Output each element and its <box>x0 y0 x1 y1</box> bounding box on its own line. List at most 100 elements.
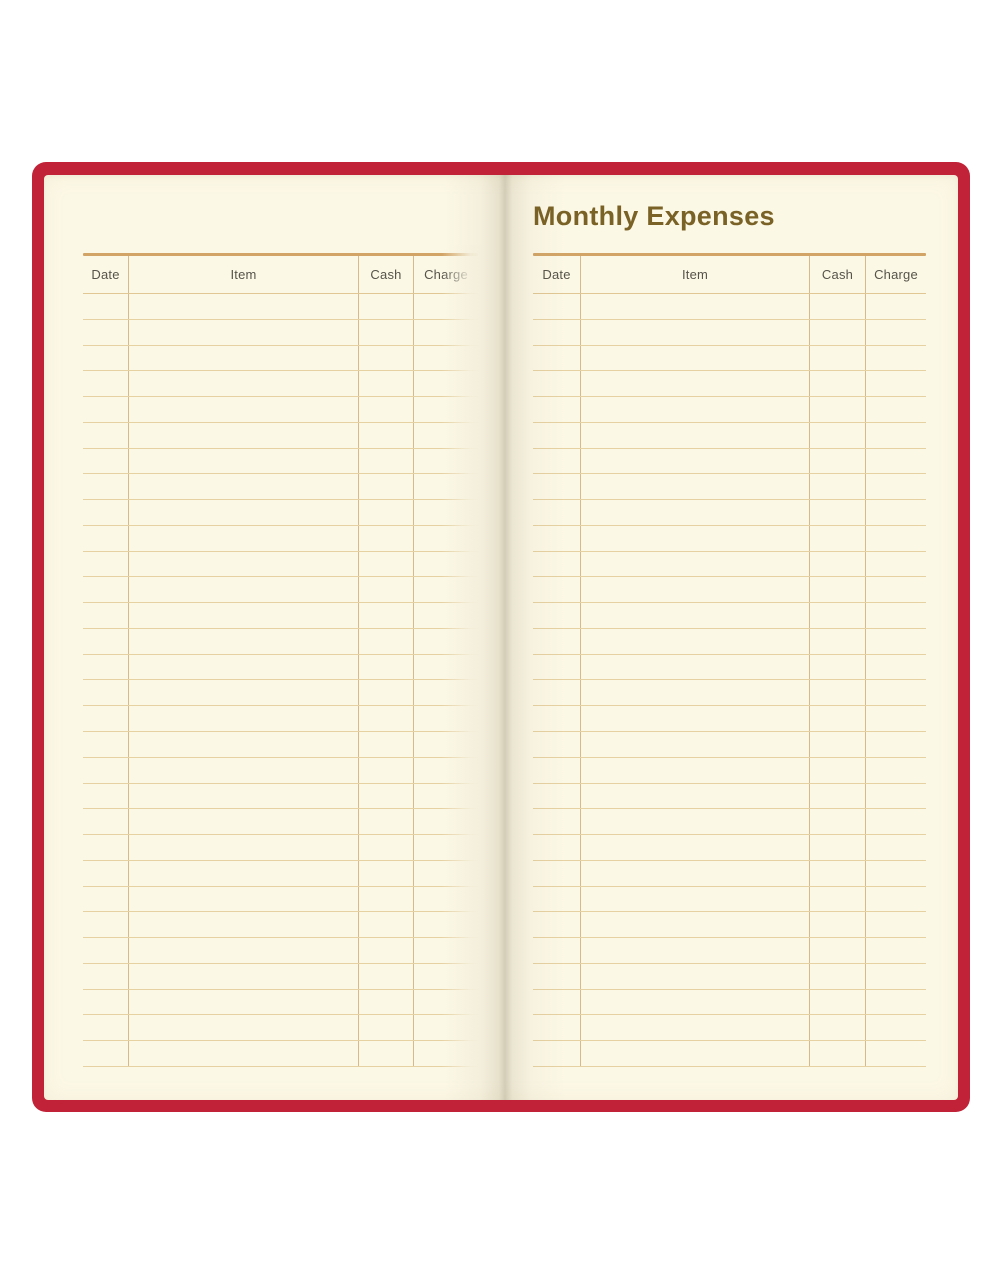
column-header-cash: Cash <box>809 256 865 293</box>
table-cell-charge <box>865 912 926 938</box>
table-row <box>83 757 478 784</box>
table-cell-cash <box>809 448 865 474</box>
table-cell-cash <box>809 835 865 860</box>
table-cell-cash <box>358 706 413 732</box>
table-cell-charge <box>865 809 926 835</box>
table-cell-charge <box>413 989 478 1015</box>
table-cell-cash <box>358 345 413 371</box>
table-cell-item <box>128 397 358 422</box>
table-cell-item <box>128 371 358 397</box>
table-cell-date <box>83 861 128 886</box>
table-cell-cash <box>358 577 413 603</box>
table-cell-item <box>128 1015 358 1041</box>
table-row <box>533 706 926 733</box>
table-cell-charge <box>413 860 478 886</box>
table-cell-item <box>580 628 809 654</box>
table-cell-charge <box>413 1015 478 1041</box>
table-cell-date <box>533 758 580 783</box>
table-cell-charge <box>413 654 478 680</box>
table-cell-cash <box>358 551 413 577</box>
table-cell-item <box>128 294 358 319</box>
table-row <box>533 422 926 449</box>
table-cell-cash <box>809 500 865 525</box>
table-cell-date <box>533 346 580 371</box>
table-cell-cash <box>809 912 865 938</box>
table-cell-item <box>580 319 809 345</box>
table-cell-charge <box>865 706 926 732</box>
table-cell-charge <box>865 1015 926 1041</box>
table-cell-cash <box>809 551 865 577</box>
table-cell-item <box>580 448 809 474</box>
table-cell-item <box>580 1015 809 1041</box>
table-cell-date <box>533 706 580 731</box>
table-cell-item <box>128 989 358 1015</box>
table-header-row: Date Item Cash Charge <box>533 256 926 294</box>
table-cell-cash <box>358 525 413 551</box>
table-cell-cash <box>809 963 865 989</box>
table-row <box>533 963 926 990</box>
table-cell-charge <box>413 1041 478 1066</box>
table-cell-date <box>83 706 128 731</box>
table-cell-cash <box>358 603 413 628</box>
table-row <box>83 551 478 578</box>
table-cell-item <box>580 654 809 680</box>
table-cell-date <box>83 397 128 422</box>
table-row <box>533 835 926 861</box>
table-cell-charge <box>865 474 926 500</box>
table-cell-item <box>128 628 358 654</box>
table-cell-charge <box>865 783 926 809</box>
table-cell-charge <box>865 1041 926 1066</box>
table-cell-item <box>580 860 809 886</box>
table-cell-charge <box>413 448 478 474</box>
table-cell-charge <box>413 371 478 397</box>
page-title: Monthly Expenses <box>533 201 775 231</box>
table-cell-charge <box>413 603 478 628</box>
table-cell-item <box>580 938 809 963</box>
table-row <box>533 603 926 629</box>
table-cell-cash <box>809 732 865 757</box>
table-cell-date <box>533 526 580 551</box>
table-cell-charge <box>413 525 478 551</box>
table-top-rule <box>533 253 926 256</box>
table-cell-date <box>83 371 128 396</box>
table-cell-cash <box>358 783 413 809</box>
table-cell-item <box>580 500 809 525</box>
table-row <box>83 989 478 1016</box>
table-cell-item <box>128 1041 358 1066</box>
table-row <box>83 654 478 681</box>
table-cell-cash <box>809 938 865 963</box>
table-row <box>83 886 478 913</box>
table-row <box>533 500 926 526</box>
table-cell-date <box>533 371 580 396</box>
table-cell-date <box>533 603 580 628</box>
notebook-red-cover: Monthly Expenses Date Item Cash Charge Date… <box>32 162 970 1112</box>
table-cell-item <box>128 835 358 860</box>
table-cell-cash <box>809 603 865 628</box>
table-cell-cash <box>809 783 865 809</box>
table-cell-date <box>533 629 580 654</box>
table-cell-item <box>580 577 809 603</box>
table-cell-charge <box>413 732 478 757</box>
table-cell-date <box>533 655 580 680</box>
table-cell-charge <box>413 963 478 989</box>
table-row <box>533 319 926 346</box>
table-cell-item <box>580 989 809 1015</box>
table-cell-cash <box>358 1015 413 1041</box>
table-cell-item <box>128 938 358 963</box>
table-cell-charge <box>413 835 478 860</box>
table-header-row: Date Item Cash Charge <box>83 256 478 294</box>
table-cell-date <box>533 887 580 912</box>
table-row <box>533 912 926 939</box>
table-cell-cash <box>809 860 865 886</box>
table-row <box>533 938 926 964</box>
table-cell-cash <box>809 654 865 680</box>
table-cell-item <box>580 835 809 860</box>
table-cell-cash <box>358 422 413 448</box>
table-cell-charge <box>865 603 926 628</box>
table-cell-cash <box>358 680 413 706</box>
table-row <box>533 732 926 758</box>
expense-table-left: Date Item Cash Charge <box>83 253 478 1067</box>
table-row <box>83 680 478 707</box>
table-cell-charge <box>413 680 478 706</box>
table-cell-date <box>83 809 128 834</box>
